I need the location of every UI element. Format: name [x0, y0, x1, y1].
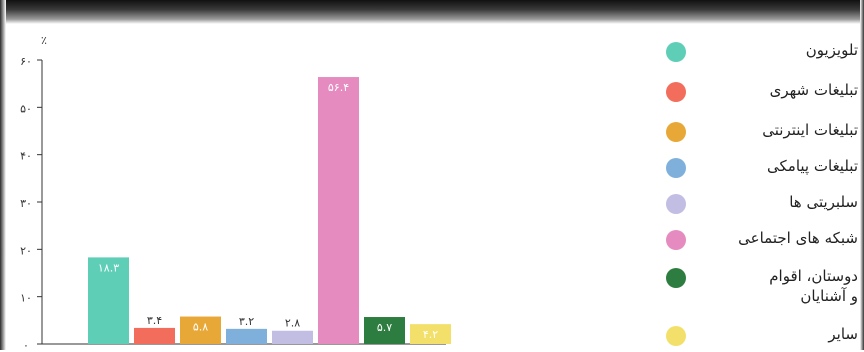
legend-item: تبلیغات شهری — [660, 76, 858, 108]
legend-swatch — [666, 42, 686, 62]
legend-swatch — [666, 326, 686, 346]
legend-label: دوستان، اقوام و آشنایان — [769, 267, 858, 305]
bar — [88, 257, 129, 344]
bar-value-label: ۵.۷ — [377, 321, 392, 334]
chart-legend: تلویزیون تبلیغات شهری تبلیغات اینترنتی ت… — [660, 36, 864, 350]
top-shadow — [0, 0, 864, 24]
y-tick-label: ۵۰ — [20, 102, 32, 115]
legend-label: تبلیغات شهری — [769, 81, 858, 99]
chart-axes: ۰ ۱۰ ۲۰ ۳۰ ۴۰ ۵۰ ۶۰ ٪ — [20, 34, 446, 350]
legend-item: سلبریتی ها — [660, 188, 858, 220]
legend-label: تلویزیون — [805, 41, 858, 59]
bar — [272, 330, 313, 344]
chart-bars — [88, 77, 451, 344]
bar-value-label: ۵۶.۴ — [328, 81, 349, 94]
right-edge-shadow — [860, 0, 864, 350]
bar — [180, 316, 221, 344]
y-tick-label: ۳۰ — [20, 197, 32, 210]
legend-swatch — [666, 122, 686, 142]
legend-item: شبکه های اجتماعی — [660, 224, 858, 256]
left-edge-shadow — [0, 0, 6, 350]
legend-item: تلویزیون — [660, 36, 858, 68]
bar-value-label: ۳.۴ — [147, 314, 162, 327]
legend-label: تبلیغات اینترنتی — [762, 121, 858, 139]
bar-value-label: ۵.۸ — [193, 321, 208, 334]
legend-item: تبلیغات پیامکی — [660, 152, 858, 184]
legend-swatch — [666, 268, 686, 288]
legend-label: سایر — [828, 325, 858, 343]
y-tick-label: ۱۰ — [20, 292, 32, 305]
y-tick-label: ۲۰ — [20, 244, 32, 257]
bar-value-label: ۱۸.۳ — [98, 261, 119, 274]
legend-swatch — [666, 158, 686, 178]
bar-value-label: ۴.۲ — [423, 328, 438, 341]
bar-value-label: ۳.۲ — [239, 315, 254, 328]
chart-value-labels: ۱۸.۳ ۳.۴ ۵.۸ ۳.۲ ۲.۸ ۵۶.۴ ۵.۷ ۴.۲ — [98, 81, 438, 341]
bar — [410, 324, 451, 344]
bar-value-label: ۲.۸ — [285, 317, 300, 330]
bar — [364, 317, 405, 344]
legend-swatch — [666, 230, 686, 250]
legend-item: سایر — [660, 320, 858, 352]
legend-label: تبلیغات پیامکی — [767, 157, 858, 175]
y-tick-label: ۶۰ — [20, 55, 32, 68]
legend-swatch — [666, 82, 686, 102]
y-tick-label: ۴۰ — [20, 150, 32, 163]
y-axis-label: ٪ — [41, 34, 47, 47]
legend-label: شبکه های اجتماعی — [738, 229, 858, 247]
bar — [318, 77, 359, 344]
legend-label: سلبریتی ها — [789, 193, 858, 211]
legend-item: تبلیغات اینترنتی — [660, 116, 858, 148]
y-tick-label: ۰ — [23, 339, 29, 350]
bar — [226, 328, 267, 344]
legend-swatch — [666, 194, 686, 214]
legend-item: دوستان، اقوام و آشنایان — [660, 262, 858, 310]
bar — [134, 327, 175, 344]
